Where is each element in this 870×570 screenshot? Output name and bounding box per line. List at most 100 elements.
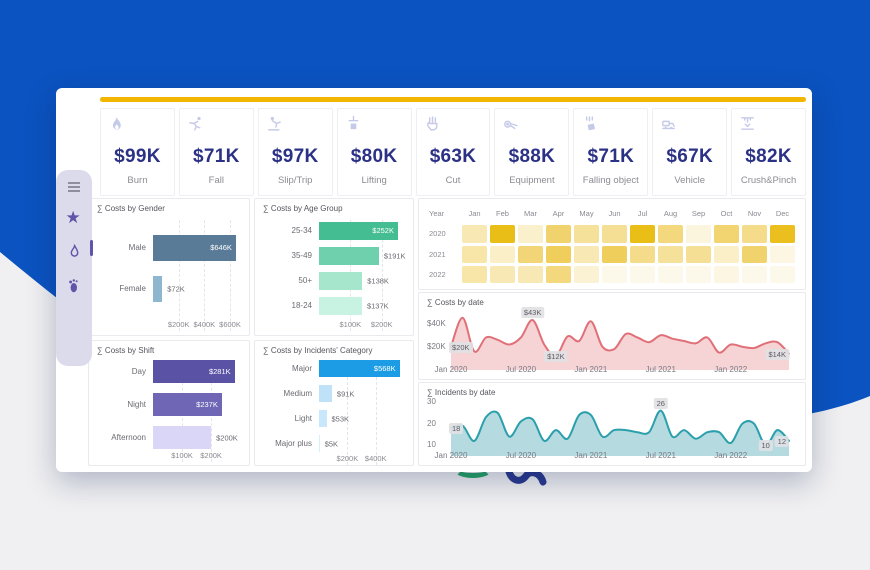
heatmap-cell-2020-feb[interactable] (490, 225, 515, 243)
heatmap-cell-2022-dec[interactable] (770, 265, 795, 283)
heatmap-cell-2022-jul[interactable] (630, 265, 655, 283)
bar-row: Female $72K (97, 275, 241, 302)
bar-row: Afternoon $200K (97, 426, 241, 449)
heatmap-cell-2021-feb[interactable] (490, 245, 515, 263)
panel-costs-by-gender: ∑ Costs by Gender Male $646K Female $72K… (88, 198, 250, 336)
heatmap-cell-2022-sep[interactable] (686, 265, 711, 283)
kpi-value: $88K (508, 146, 556, 167)
bar-category-label: 25-34 (291, 226, 312, 235)
heatmap-cell-2021-dec[interactable] (770, 245, 795, 263)
heatmap-cell-2021-apr[interactable] (546, 245, 571, 263)
heatmap-cell-2022-nov[interactable] (742, 265, 767, 283)
bar-male[interactable]: $646K (153, 234, 236, 261)
heatmap-cell-2020-jun[interactable] (602, 225, 627, 243)
heatmap-month-label: Aug (663, 209, 678, 219)
bar-night[interactable]: $237K (153, 393, 222, 416)
axis-tick-label: $200K (200, 451, 222, 460)
data-label-chip: 10 (758, 440, 773, 452)
bar-medium[interactable] (319, 385, 332, 402)
footprint-icon[interactable] (66, 277, 83, 294)
bar-row: 35-49 $191K (263, 246, 406, 265)
heatmap-cell-2021-sep[interactable] (686, 245, 711, 263)
heatmap-cell-2021-mar[interactable] (518, 245, 543, 263)
heatmap-cell-2022-mar[interactable] (518, 265, 543, 283)
kpi-value: $99K (114, 146, 161, 167)
y-axis-label: 20 (427, 418, 436, 428)
bar-major[interactable]: $568K (319, 360, 400, 377)
heatmap-month-label: Jun (608, 209, 621, 219)
heatmap-cell-2022-feb[interactable] (490, 265, 515, 283)
bar-light[interactable] (319, 410, 327, 427)
heatmap-cell-2022-oct[interactable] (714, 265, 739, 283)
bar-afternoon[interactable] (153, 426, 212, 449)
kpi-card-slip-trip[interactable]: $97K Slip/Trip (257, 108, 333, 196)
value-label: $138K (367, 276, 389, 285)
heatmap-cell-2020-sep[interactable] (686, 225, 711, 243)
incidents-by-date-area-chart[interactable]: 30 20 10 18 26 10 12 (427, 397, 797, 456)
heatmap-cell-2022-jun[interactable] (602, 265, 627, 283)
heatmap-cell-2021-oct[interactable] (714, 245, 739, 263)
heatmap-cell-2021-may[interactable] (574, 245, 599, 263)
heatmap-cell-2020-oct[interactable] (714, 225, 739, 243)
kpi-card-crush-pinch[interactable]: $82K Crush&Pinch (731, 108, 807, 196)
heatmap-cell-2020-jul[interactable] (630, 225, 655, 243)
heatmap-cell-2021-jun[interactable] (602, 245, 627, 263)
panel-title: ∑ Costs by Shift (97, 346, 155, 355)
bar-row: Major $568K (263, 360, 405, 377)
heatmap-cell-2022-may[interactable] (574, 265, 599, 283)
heatmap-month-label: Oct (720, 209, 733, 219)
kpi-card-burn[interactable]: $99K Burn (100, 108, 175, 196)
panel-costs-by-age-group: ∑ Costs by Age Group 25-34 $252K 35-49 $… (254, 198, 414, 336)
bar-35-49[interactable] (319, 246, 379, 265)
kpi-card-falling-object[interactable]: $71K Falling object (573, 108, 649, 196)
heatmap-cell-2021-nov[interactable] (742, 245, 767, 263)
bar-50-[interactable] (319, 271, 363, 290)
heatmap-cell-2021-jul[interactable] (630, 245, 655, 263)
heatmap-cell-2020-dec[interactable] (770, 225, 795, 243)
panel-title: ∑ Incidents by date (427, 388, 496, 397)
value-label: $646K (210, 243, 232, 252)
heatmap-cell-2020-may[interactable] (574, 225, 599, 243)
value-label: $72K (167, 284, 185, 293)
kpi-card-vehicle[interactable]: $67K Vehicle (652, 108, 728, 196)
kpi-card-cut[interactable]: $63K Cut (415, 108, 491, 196)
heatmap-cell-2020-apr[interactable] (546, 225, 571, 243)
heatmap-cell-2020-aug[interactable] (658, 225, 683, 243)
bar-female[interactable] (153, 275, 163, 302)
gridline (178, 220, 180, 331)
kpi-card-fall[interactable]: $71K Fall (178, 108, 254, 196)
panel-costs-by-date: ∑ Costs by date $40K $20K $20K $43K $12K $14K… (418, 292, 806, 380)
heatmap-cell-2020-nov[interactable] (742, 225, 767, 243)
star-icon[interactable]: ★ (65, 207, 81, 227)
x-axis-label: Jul 2020 (505, 451, 537, 460)
bar-major-plus[interactable] (319, 435, 320, 452)
bar-category-label: 50+ (298, 276, 312, 285)
heatmap-cell-2021-jan[interactable] (462, 245, 487, 263)
bar-day[interactable]: $281K (153, 360, 235, 383)
heatmap-cell-2022-apr[interactable] (546, 265, 571, 283)
heatmap-month-label: Nov (747, 209, 762, 219)
bar-25-34[interactable]: $252K (319, 221, 398, 240)
heatmap-corner-label: Year (429, 209, 445, 219)
menu-icon[interactable] (68, 182, 80, 192)
heatmap-cell-2022-aug[interactable] (658, 265, 683, 283)
flame-icon[interactable] (66, 243, 83, 260)
panel-costs-by-incidents-category: ∑ Costs by Incidents' Category Major $56… (254, 340, 414, 466)
kpi-card-lifting[interactable]: $80K Lifting (336, 108, 412, 196)
logo-green-arc (454, 462, 492, 478)
heatmap-cell-2021-aug[interactable] (658, 245, 683, 263)
heatmap-cell-2020-mar[interactable] (518, 225, 543, 243)
x-axis-label: Jul 2020 (505, 365, 537, 374)
bar-row: 25-34 $252K (263, 221, 405, 240)
kpi-value: $71K (587, 146, 635, 167)
x-axis-label: Jan 2022 (714, 451, 748, 460)
bar-category-label: Afternoon (111, 433, 146, 442)
heatmap-cell-2022-jan[interactable] (462, 265, 487, 283)
y-axis-label: $20K (427, 341, 446, 351)
axis-tick-label: $200K (167, 320, 190, 329)
heatmap-cell-2020-jan[interactable] (462, 225, 487, 243)
bar-18-24[interactable] (319, 296, 362, 315)
costs-by-date-area-chart[interactable]: $40K $20K $20K $43K $12K $14K (427, 307, 797, 370)
kpi-label: Slip/Trip (277, 175, 313, 186)
kpi-card-equipment[interactable]: $88K Equipment (494, 108, 570, 196)
